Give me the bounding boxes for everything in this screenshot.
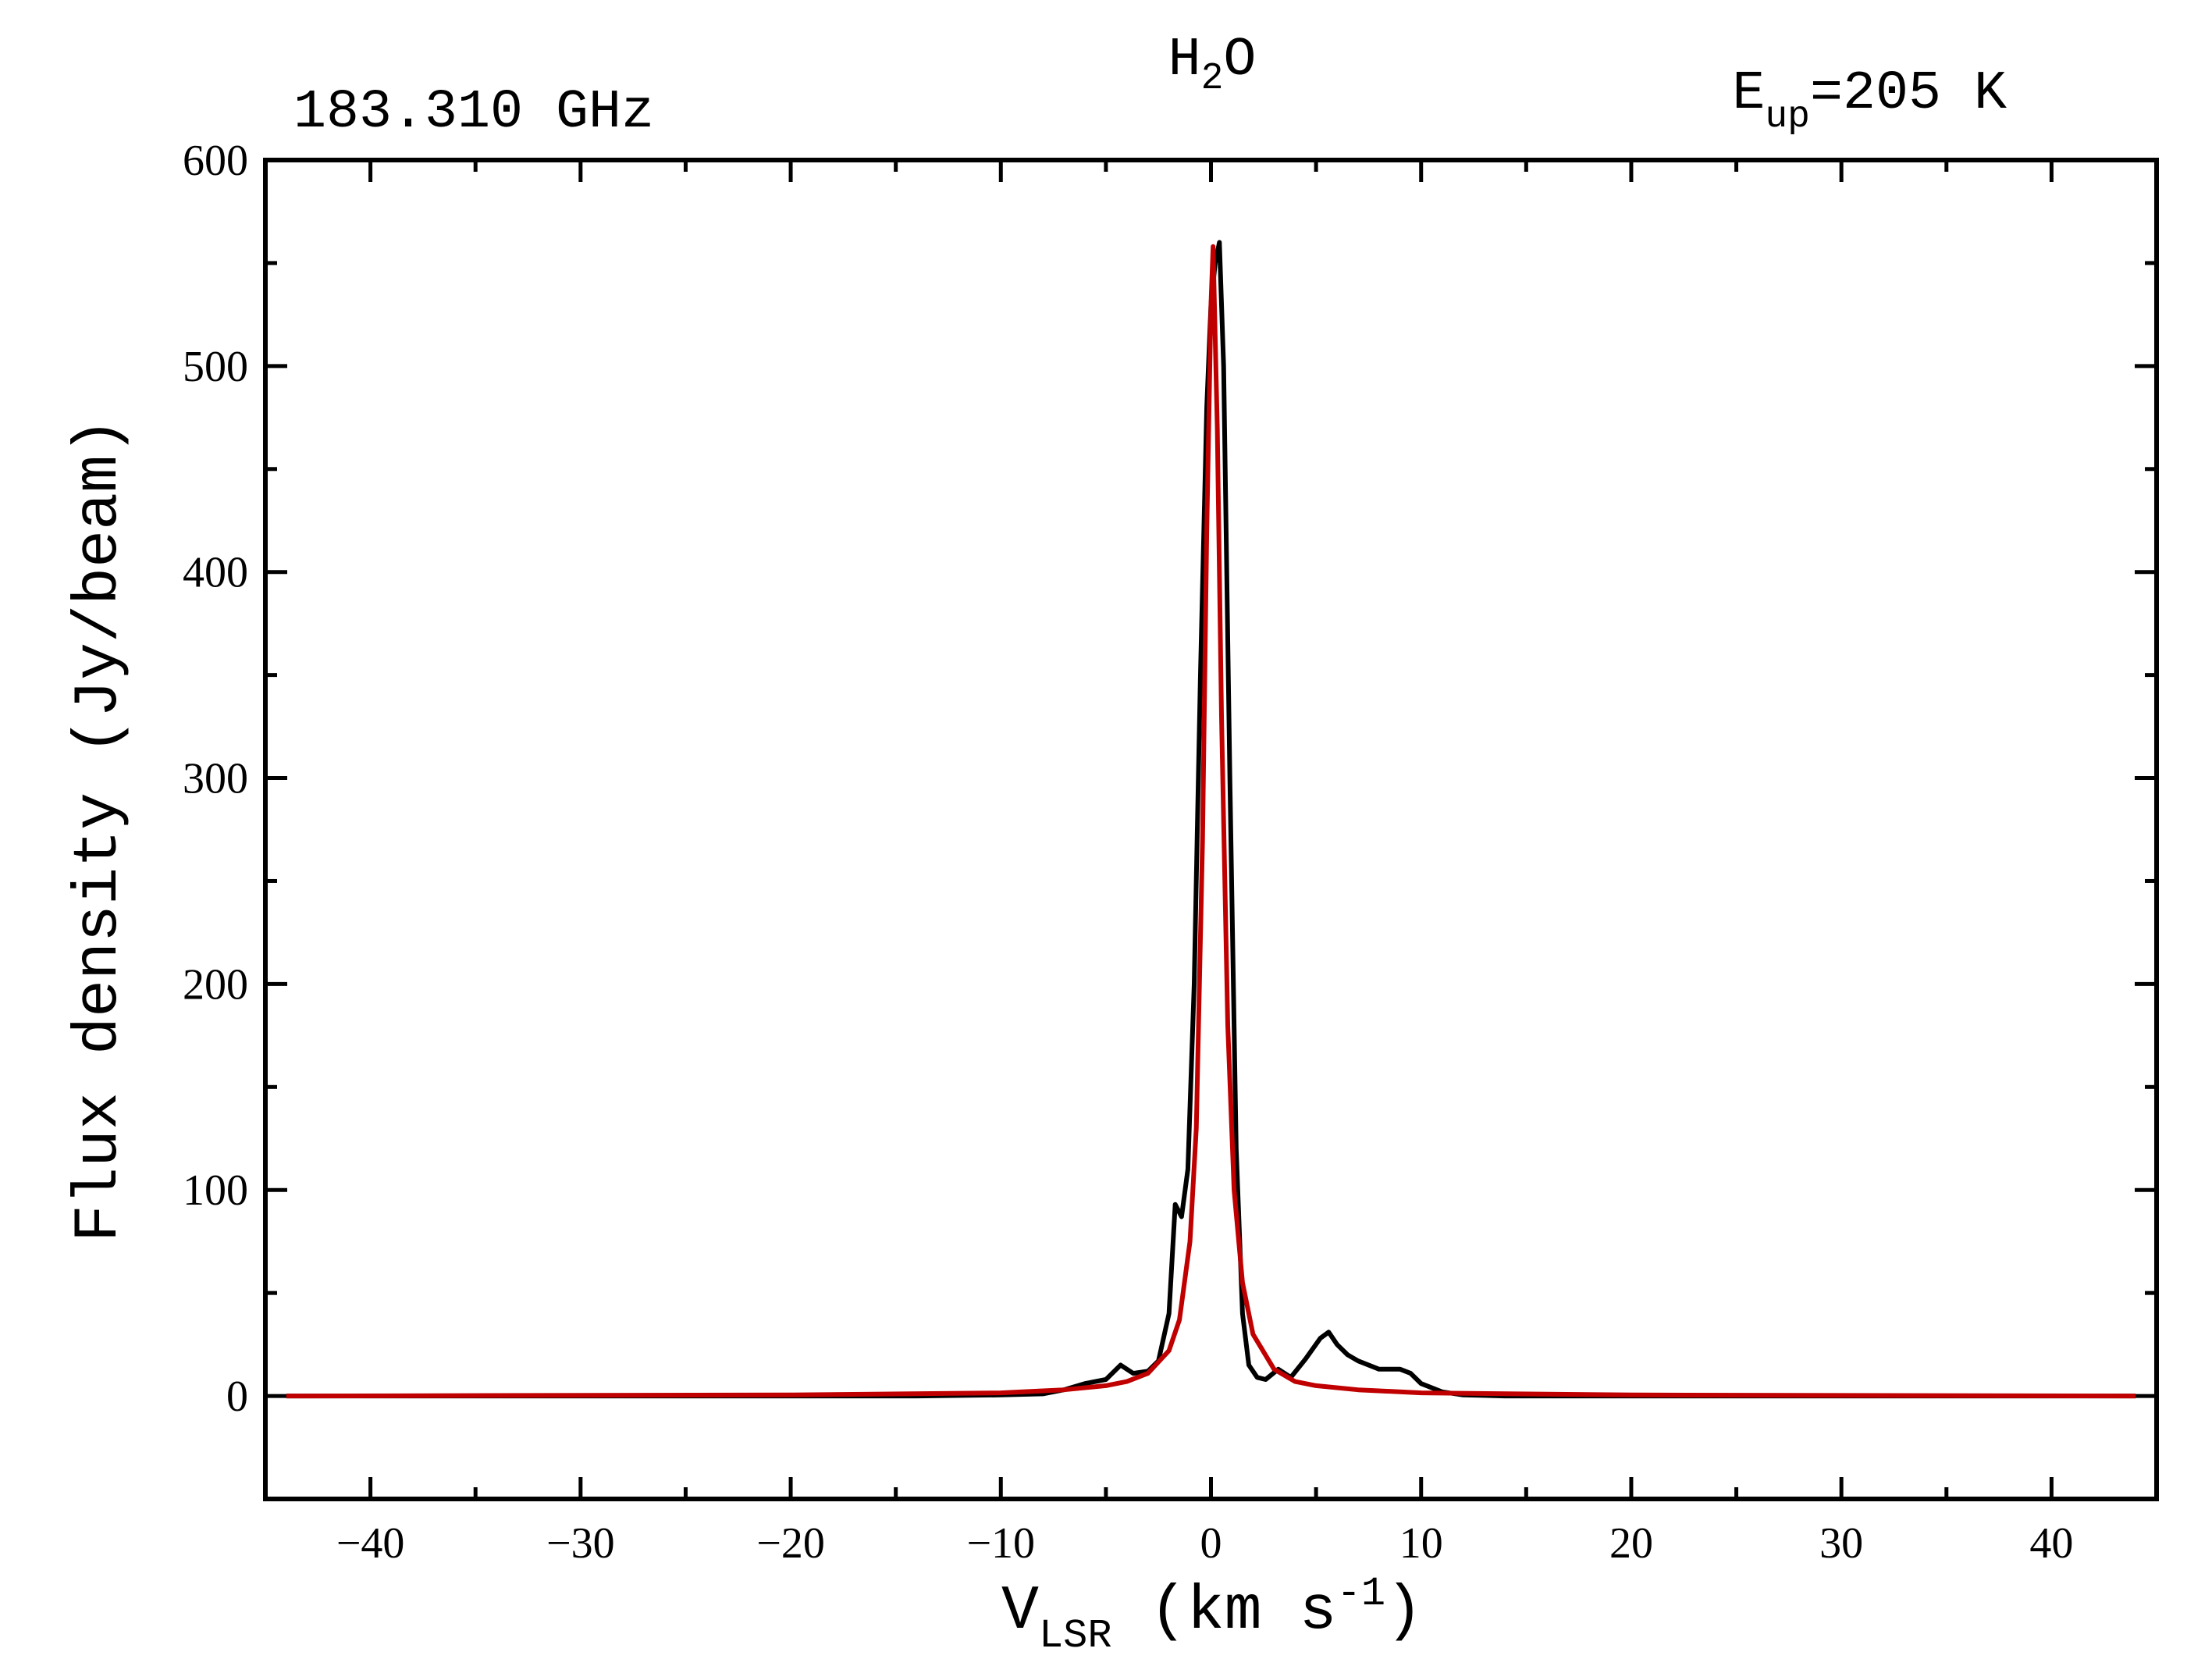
x-label-base: V xyxy=(1001,1576,1039,1647)
y-tick-label: 400 xyxy=(183,549,248,597)
y-tick-label: 0 xyxy=(226,1372,248,1421)
x-axis-label: VLSR (km s-1) xyxy=(1001,1571,1423,1659)
energy-rest: =205 K xyxy=(1810,63,2007,125)
y-tick-label: 100 xyxy=(183,1166,248,1215)
y-tick-label: 500 xyxy=(183,343,248,391)
x-label-end: ) xyxy=(1385,1576,1423,1647)
x-tick-label: 20 xyxy=(1609,1519,1653,1568)
x-tick-label: −20 xyxy=(756,1519,825,1568)
energy-annotation: Eup=205 K xyxy=(1732,63,2007,138)
x-tick-label: −30 xyxy=(546,1519,615,1568)
y-tick-label: 300 xyxy=(183,755,248,803)
title-base: H xyxy=(1168,30,1201,91)
chart-title: H2O xyxy=(1168,30,1257,100)
frequency-annotation: 183.310 GHz xyxy=(293,82,654,144)
x-tick-label: 0 xyxy=(1200,1519,1222,1568)
y-tick-label: 600 xyxy=(183,137,248,185)
energy-base: E xyxy=(1732,63,1765,125)
title-rest: O xyxy=(1223,30,1256,91)
series-line xyxy=(286,240,2136,1399)
y-axis-label: Flux density (Jy/beam) xyxy=(64,418,135,1242)
y-tick-label: 200 xyxy=(183,960,248,1009)
x-label-sub: LSR xyxy=(1039,1613,1112,1659)
energy-sub: up xyxy=(1765,96,1810,138)
x-tick-label: −40 xyxy=(336,1519,405,1568)
x-tick-label: 40 xyxy=(2029,1519,2073,1568)
series-line xyxy=(286,244,2136,1399)
x-tick-label: 10 xyxy=(1399,1519,1443,1568)
x-tick-label: −10 xyxy=(966,1519,1035,1568)
plot-frame xyxy=(263,158,2159,1501)
x-tick-label: 30 xyxy=(1819,1519,1863,1568)
title-sub: 2 xyxy=(1201,58,1224,100)
x-label-rest: (km s xyxy=(1112,1576,1337,1647)
x-label-sup: -1 xyxy=(1337,1571,1385,1617)
